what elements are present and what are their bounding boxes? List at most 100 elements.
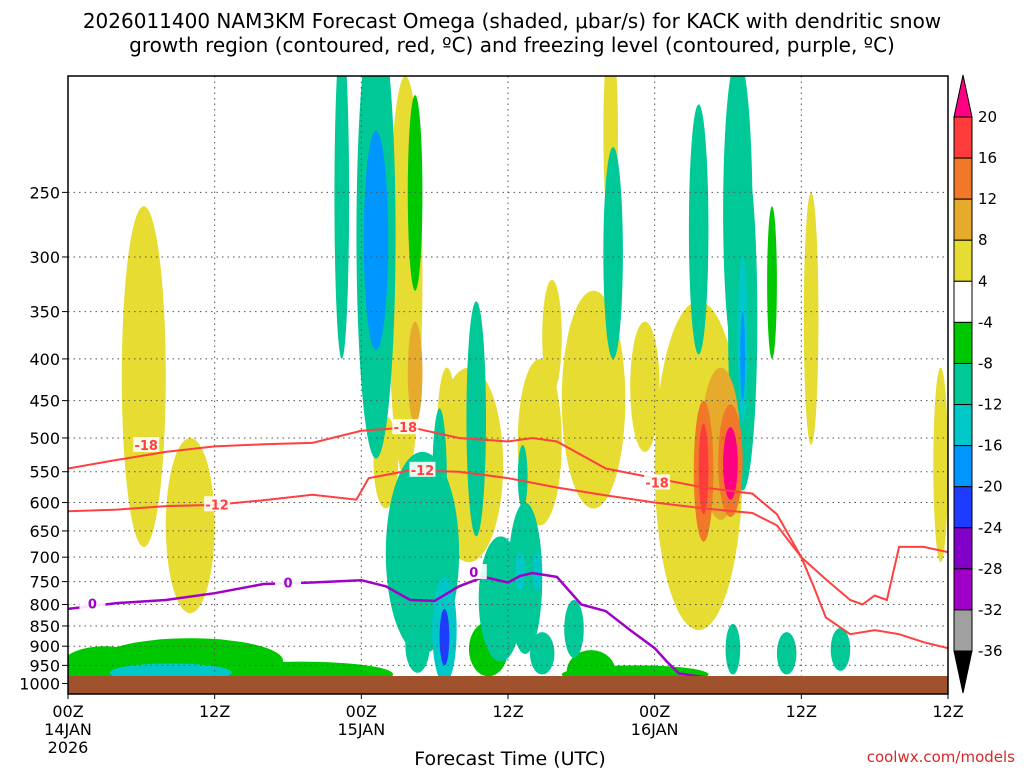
omega-region-42 [605,256,611,341]
contour-lines: -18 -18 -18 -12 -12 0 0 0 [68,419,948,682]
colorbar-label-8: 8 [978,231,988,249]
colorbar-label-20: 20 [978,108,997,126]
y-tick-850: 850 [29,617,60,636]
colorbar-label--16: -16 [978,437,1003,455]
colorbar-label--20: -20 [978,478,1003,496]
y-axis: 2503003504004505005506006507007508008509… [19,183,68,694]
y-tick-250: 250 [29,183,60,202]
svg-text:0: 0 [88,598,97,613]
colorbar-label--32: -32 [978,601,1003,619]
omega-region-37 [530,632,555,675]
omega-region-28 [564,600,584,658]
colorbar-swatch-2 [953,198,973,241]
y-tick-350: 350 [29,303,60,322]
omega-region-1 [121,206,166,547]
x-tick-date-h0: 14JAN [44,720,92,739]
x-tick-h12: 00Z [346,702,377,721]
colorbar-label--4: -4 [978,313,993,331]
colorbar-swatch-5 [953,321,973,364]
omega-region-44 [532,552,543,591]
y-tick-650: 650 [29,522,60,541]
colorbar-swatch-11 [953,568,973,611]
svg-text:0: 0 [469,566,478,581]
x-tick-date-h12: 15JAN [337,720,385,739]
y-tick-750: 750 [29,573,60,592]
omega-region-10 [933,367,948,563]
x-tick-h6: 12Z [199,702,230,721]
y-tick-950: 950 [29,656,60,675]
omega-region-38 [407,321,423,424]
omega-region-12 [407,95,423,291]
colorbar-top-arrow [953,74,973,118]
omega-region-53 [698,423,709,515]
colorbar-swatch-10 [953,527,973,570]
omega-region-22 [334,76,350,359]
label-minus12-b: -12 [409,461,436,479]
omega-region-27 [507,502,543,654]
colorbar-swatch-4 [953,280,973,323]
x-tick-h36: 12Z [932,702,963,721]
colorbar-label--12: -12 [978,396,1003,414]
dgz-minus18-contour [68,426,948,606]
omega-region-41 [405,617,430,673]
svg-text:-18: -18 [134,439,158,454]
label-minus18-b: -18 [392,419,419,436]
y-tick-1000: 1000 [19,675,60,694]
omega-region-36 [830,628,851,671]
label-freezing-c: 0 [460,564,487,581]
y-tick-300: 300 [29,248,60,267]
colorbar-label-16: 16 [978,149,997,167]
omega-region-35 [776,632,797,675]
colorbar-swatch-6 [953,362,973,406]
colorbar-bottom-arrow [953,650,973,694]
colorbar-label-12: 12 [978,190,997,208]
label-minus18-a: -18 [133,436,160,454]
label-minus18-c: -18 [644,474,671,492]
y-tick-900: 900 [29,637,60,656]
omega-region-30 [517,444,528,509]
colorbar-label--28: -28 [978,560,1003,578]
svg-text:-12: -12 [411,464,435,479]
colorbar-swatch-7 [953,404,973,447]
svg-text:-18: -18 [645,477,669,492]
y-tick-400: 400 [29,350,60,369]
y-tick-550: 550 [29,463,60,482]
omega-region-2 [165,437,215,614]
svg-text:0: 0 [283,577,292,592]
chart-title-line-1: 2026011400 NAM3KM Forecast Omega (shaded… [83,9,941,33]
omega-region-5 [630,321,660,452]
omega-region-8 [803,192,819,445]
label-minus12-a: -12 [204,496,231,513]
svg-text:-18: -18 [394,421,418,436]
omega-region-31 [688,104,709,355]
colorbar-swatch-9 [953,486,973,529]
colorbar-label-4: 4 [978,272,988,290]
y-tick-800: 800 [29,595,60,614]
colorbar-label--36: -36 [978,642,1003,660]
omega-region-14 [517,358,562,526]
dgz-minus12-contour [68,469,948,650]
omega-region-34 [725,623,741,675]
omega-region-20 [767,206,777,359]
colorbar-swatch-1 [953,157,973,200]
ground-bar [68,676,948,694]
omega-region-55 [439,608,450,666]
chart-title-line-2: growth region (contoured, red, ºC) and f… [129,33,895,57]
colorbar-legend: 20 16 12 8 4 -4 -8 -12 -16 -20 -24 -28 -32 -36 [953,74,1003,694]
svg-text:-12: -12 [205,498,229,513]
omega-region-51 [363,130,389,350]
colorbar-swatch-0 [953,116,973,159]
omega-region-54 [723,427,738,500]
label-freezing-b: 0 [275,574,301,592]
x-tick-year-h0: 2026 [48,738,89,757]
omega-region-24 [432,408,447,558]
y-tick-600: 600 [29,494,60,513]
omega-region-25 [466,301,486,537]
colorbar-label--8: -8 [978,354,993,372]
x-tick-h0: 00Z [52,702,83,721]
y-tick-700: 700 [29,548,60,567]
y-tick-500: 500 [29,429,60,448]
omega-region-52 [740,311,746,401]
